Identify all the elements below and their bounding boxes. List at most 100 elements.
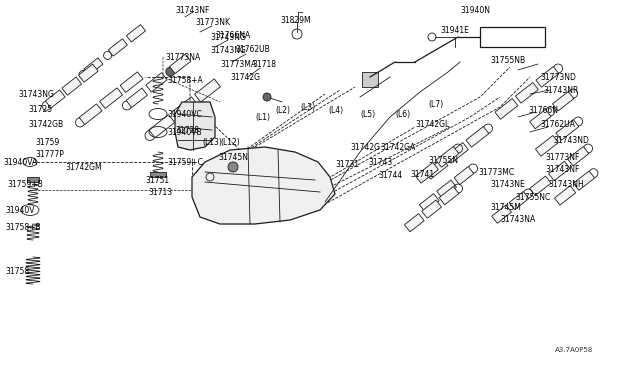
Text: 31766NA: 31766NA: [215, 31, 250, 39]
Circle shape: [263, 93, 271, 101]
Polygon shape: [100, 88, 122, 109]
Text: 31758: 31758: [5, 267, 29, 276]
Text: 31718: 31718: [252, 60, 276, 68]
Text: 31759+B: 31759+B: [7, 180, 43, 189]
Circle shape: [166, 67, 175, 76]
Text: 31762UA: 31762UA: [540, 119, 575, 128]
Text: 31743NG: 31743NG: [18, 90, 54, 99]
Polygon shape: [172, 97, 198, 120]
Polygon shape: [195, 79, 220, 102]
Polygon shape: [84, 58, 103, 75]
Polygon shape: [422, 200, 442, 218]
Text: 31741: 31741: [410, 170, 434, 179]
Polygon shape: [149, 115, 175, 138]
Text: (L2): (L2): [275, 106, 290, 115]
Text: 31755N: 31755N: [428, 155, 458, 164]
Text: 31744: 31744: [378, 170, 403, 180]
Polygon shape: [79, 104, 102, 125]
Polygon shape: [436, 147, 459, 167]
Polygon shape: [62, 77, 82, 95]
Text: 31743NF: 31743NF: [545, 164, 579, 173]
Polygon shape: [552, 92, 574, 111]
Polygon shape: [495, 99, 518, 119]
Text: 31773ND: 31773ND: [540, 73, 576, 81]
Polygon shape: [548, 161, 570, 181]
Polygon shape: [556, 119, 579, 140]
Text: (L5): (L5): [360, 109, 375, 119]
Polygon shape: [439, 186, 459, 205]
Text: 31742G: 31742G: [230, 73, 260, 81]
Text: 31743NG: 31743NG: [210, 45, 246, 55]
Text: 31941E: 31941E: [440, 26, 469, 35]
Polygon shape: [175, 102, 215, 150]
Polygon shape: [573, 171, 595, 190]
Text: 31762UB: 31762UB: [235, 45, 269, 54]
Polygon shape: [436, 180, 456, 198]
Polygon shape: [45, 90, 65, 108]
Text: 31743NR: 31743NR: [543, 86, 579, 94]
Text: 31773MA: 31773MA: [220, 60, 256, 68]
Text: A3.7A0P58: A3.7A0P58: [555, 347, 593, 353]
Text: 31940V: 31940V: [5, 205, 35, 215]
Text: (L13): (L13): [202, 138, 222, 147]
Text: 31742G: 31742G: [350, 142, 380, 151]
Text: 31940VC: 31940VC: [167, 109, 202, 119]
Polygon shape: [536, 67, 559, 87]
Text: 31742GA: 31742GA: [380, 142, 415, 151]
Text: 31743: 31743: [368, 157, 392, 167]
Text: 31742GB: 31742GB: [28, 119, 63, 128]
Polygon shape: [79, 64, 98, 82]
Text: 31743ND: 31743ND: [553, 135, 589, 144]
Text: 31743NG: 31743NG: [210, 32, 246, 42]
Polygon shape: [492, 205, 511, 223]
Polygon shape: [415, 163, 438, 183]
Text: 31773MC: 31773MC: [478, 167, 514, 176]
Polygon shape: [445, 142, 468, 163]
Text: 31773NK: 31773NK: [195, 17, 230, 26]
Text: 31743NF: 31743NF: [175, 6, 209, 15]
Text: (L4): (L4): [328, 106, 343, 115]
Polygon shape: [515, 83, 538, 103]
Polygon shape: [530, 109, 551, 129]
Polygon shape: [146, 73, 167, 92]
Polygon shape: [362, 72, 378, 87]
Polygon shape: [419, 193, 439, 212]
Polygon shape: [192, 147, 335, 224]
Text: (L1): (L1): [255, 112, 270, 122]
Text: 31759+C: 31759+C: [167, 157, 203, 167]
Polygon shape: [454, 167, 474, 185]
Text: 31766N: 31766N: [528, 106, 558, 115]
Polygon shape: [126, 25, 145, 42]
Polygon shape: [466, 126, 489, 147]
Text: 31742GM: 31742GM: [65, 163, 102, 171]
Text: 31751: 31751: [145, 176, 169, 185]
Polygon shape: [150, 172, 166, 177]
Text: (L12): (L12): [220, 138, 240, 147]
Text: 31745N: 31745N: [218, 153, 248, 161]
Polygon shape: [536, 135, 558, 156]
Polygon shape: [170, 54, 191, 74]
Polygon shape: [404, 214, 424, 232]
Text: 31940VB: 31940VB: [167, 128, 202, 137]
Text: 31773NA: 31773NA: [165, 52, 200, 61]
Polygon shape: [27, 177, 39, 182]
Circle shape: [228, 162, 238, 172]
Polygon shape: [425, 158, 448, 179]
Polygon shape: [120, 72, 143, 93]
Polygon shape: [568, 147, 589, 166]
Text: (L7): (L7): [428, 99, 443, 109]
Text: 31743NA: 31743NA: [500, 215, 535, 224]
Text: 31728: 31728: [175, 125, 199, 135]
Text: 31713: 31713: [148, 187, 172, 196]
Text: 31829M: 31829M: [280, 16, 310, 25]
Text: 31731: 31731: [335, 160, 359, 169]
Polygon shape: [530, 176, 551, 196]
Text: 31777P: 31777P: [35, 150, 64, 158]
Text: 31755NC: 31755NC: [515, 192, 550, 202]
Text: 31940N: 31940N: [460, 6, 490, 15]
Text: (L6): (L6): [395, 109, 410, 119]
Text: 31743NH: 31743NH: [548, 180, 584, 189]
Polygon shape: [554, 186, 576, 205]
Text: 31940VA: 31940VA: [3, 157, 37, 167]
Polygon shape: [126, 88, 147, 108]
